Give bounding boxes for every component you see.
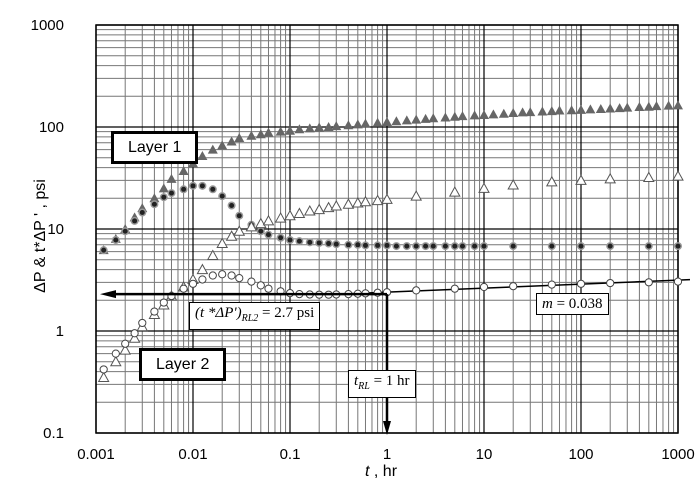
svg-text:1: 1 bbox=[383, 446, 391, 463]
slope-annotation: m = 0.038 bbox=[536, 293, 609, 315]
svg-text:1000: 1000 bbox=[661, 446, 694, 463]
data-points bbox=[97, 100, 684, 383]
layer1-label: Layer 1 bbox=[111, 131, 199, 164]
svg-text:10: 10 bbox=[47, 221, 64, 238]
guide-arrows bbox=[100, 290, 391, 435]
svg-text:0.01: 0.01 bbox=[178, 446, 207, 463]
trl-annotation: tRL = 1 hr bbox=[348, 370, 416, 398]
rl2-annotation: (t *ΔP')RL2 = 2.7 psi bbox=[189, 302, 321, 330]
svg-text:0.001: 0.001 bbox=[77, 446, 115, 463]
svg-text:10: 10 bbox=[476, 446, 493, 463]
svg-text:100: 100 bbox=[39, 119, 64, 136]
layer2-label: Layer 2 bbox=[139, 348, 227, 381]
svg-text:0.1: 0.1 bbox=[43, 425, 64, 442]
y-axis-label: ΔP & t*ΔP ' , psi bbox=[32, 179, 49, 293]
x-axis-label: t , hr bbox=[365, 463, 398, 480]
svg-text:100: 100 bbox=[568, 446, 593, 463]
svg-text:0.1: 0.1 bbox=[280, 446, 301, 463]
axis-tick-labels: 0.001 0.01 0.1 1 10 100 1000 0.1 1 10 100 1000 bbox=[31, 17, 695, 463]
svg-text:1000: 1000 bbox=[31, 17, 64, 34]
svg-text:1: 1 bbox=[56, 323, 64, 340]
